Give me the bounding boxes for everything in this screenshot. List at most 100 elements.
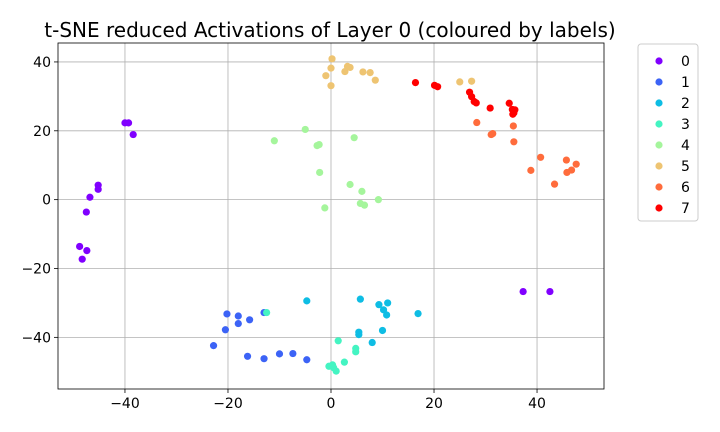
point-label-1 xyxy=(221,326,230,334)
point-label-0 xyxy=(124,119,133,127)
point-label-5 xyxy=(327,82,335,90)
point-label-1 xyxy=(275,350,284,358)
point-label-6 xyxy=(562,156,570,164)
point-label-0 xyxy=(82,208,90,216)
point-label-3 xyxy=(332,367,340,375)
point-label-0 xyxy=(86,193,94,201)
point-label-0 xyxy=(78,255,86,263)
legend-label-5: 5 xyxy=(681,159,690,175)
point-label-4 xyxy=(350,134,358,142)
point-label-7 xyxy=(472,99,480,107)
point-label-0 xyxy=(94,185,102,193)
point-label-6 xyxy=(527,166,535,174)
y-tick-label: 0 xyxy=(42,193,51,209)
legend-label-3: 3 xyxy=(681,117,690,133)
x-axis-ticks: −40 −20 0 20 40 xyxy=(110,389,546,412)
point-label-6 xyxy=(563,168,571,177)
point-label-6 xyxy=(572,160,580,168)
x-tick-label: −20 xyxy=(213,396,243,412)
point-label-0 xyxy=(76,242,84,251)
legend-marker-3 xyxy=(655,120,663,128)
point-label-1 xyxy=(260,355,268,363)
point-label-3 xyxy=(328,361,337,369)
point-label-5 xyxy=(359,68,367,76)
legend-marker-0 xyxy=(655,57,663,65)
point-label-4 xyxy=(358,187,366,195)
point-label-1 xyxy=(223,310,231,318)
point-label-5 xyxy=(456,78,464,86)
gridlines xyxy=(58,43,604,389)
point-label-5 xyxy=(322,72,330,80)
point-label-1 xyxy=(289,349,297,358)
point-label-5 xyxy=(468,77,476,85)
point-label-3 xyxy=(334,337,342,345)
point-label-3 xyxy=(340,358,348,366)
point-label-4 xyxy=(301,125,309,134)
point-label-2 xyxy=(384,299,392,307)
legend-label-1: 1 xyxy=(681,75,690,91)
point-label-1 xyxy=(243,352,252,360)
point-label-2 xyxy=(303,297,311,305)
x-tick-label: −40 xyxy=(110,396,140,412)
legend-label-0: 0 xyxy=(681,54,690,70)
point-label-5 xyxy=(346,63,354,72)
point-label-3 xyxy=(263,308,271,317)
point-label-7 xyxy=(509,110,517,118)
legend-label-6: 6 xyxy=(681,180,690,196)
point-label-4 xyxy=(360,201,369,209)
chart-title: t-SNE reduced Activations of Layer 0 (co… xyxy=(44,18,615,42)
point-label-2 xyxy=(378,326,387,335)
point-label-0 xyxy=(83,247,91,255)
point-label-2 xyxy=(379,306,388,314)
point-label-7 xyxy=(486,104,494,112)
point-label-7 xyxy=(411,78,420,87)
point-label-2 xyxy=(383,311,391,319)
point-label-5 xyxy=(327,64,335,72)
y-tick-label: 20 xyxy=(33,124,51,140)
y-tick-label: 40 xyxy=(33,55,51,71)
legend-marker-1 xyxy=(655,78,663,86)
legend-marker-7 xyxy=(655,204,663,212)
point-label-2 xyxy=(375,301,383,309)
point-label-1 xyxy=(303,356,311,364)
point-label-1 xyxy=(234,319,242,328)
point-label-1 xyxy=(209,342,218,350)
legend-marker-4 xyxy=(655,141,663,149)
data-points xyxy=(76,55,580,375)
legend-label-4: 4 xyxy=(681,138,690,154)
point-label-6 xyxy=(510,138,518,146)
point-label-7 xyxy=(505,99,513,107)
legend-marker-6 xyxy=(655,183,663,191)
point-label-4 xyxy=(316,168,324,177)
point-label-4 xyxy=(346,180,354,189)
x-tick-label: 0 xyxy=(327,396,336,412)
point-label-5 xyxy=(371,76,379,84)
point-label-5 xyxy=(341,67,349,76)
point-label-4 xyxy=(313,141,321,150)
point-label-2 xyxy=(356,295,364,303)
point-label-2 xyxy=(414,310,422,318)
legend: 0 1 2 3 4 5 6 7 xyxy=(637,43,699,222)
point-label-0 xyxy=(546,287,554,296)
point-label-7 xyxy=(434,83,442,91)
point-label-1 xyxy=(234,312,242,320)
legend-label-2: 2 xyxy=(681,96,690,112)
point-label-4 xyxy=(270,137,278,145)
point-label-0 xyxy=(129,130,137,139)
point-label-5 xyxy=(328,55,336,63)
legend-marker-5 xyxy=(655,162,663,170)
point-label-6 xyxy=(537,153,545,161)
point-label-6 xyxy=(550,180,559,188)
legend-box xyxy=(637,43,699,222)
point-label-2 xyxy=(368,338,376,347)
point-label-5 xyxy=(366,69,374,77)
legend-label-7: 7 xyxy=(681,201,690,217)
y-tick-label: −40 xyxy=(21,330,51,346)
x-tick-label: 40 xyxy=(528,396,546,412)
point-label-6 xyxy=(489,129,497,138)
point-label-4 xyxy=(321,204,329,212)
point-label-3 xyxy=(352,348,360,356)
legend-marker-2 xyxy=(655,99,663,107)
point-label-1 xyxy=(246,316,254,324)
